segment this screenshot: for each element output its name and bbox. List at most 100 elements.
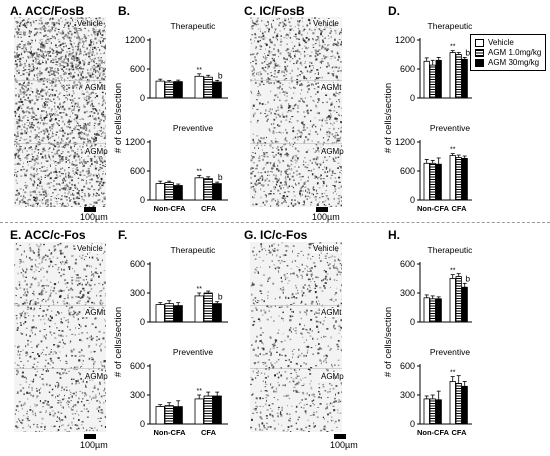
stained-cell	[31, 389, 33, 391]
stained-cell	[83, 123, 85, 125]
stained-cell	[103, 120, 105, 122]
stained-cell	[99, 49, 101, 51]
stained-cell	[16, 322, 18, 324]
stained-cell	[301, 277, 303, 280]
stained-cell	[67, 319, 69, 321]
stained-cell	[330, 56, 333, 57]
stained-cell	[33, 357, 36, 360]
stained-cell	[296, 49, 299, 52]
stained-cell	[36, 245, 38, 247]
stained-cell	[54, 145, 57, 148]
stained-cell	[44, 254, 47, 256]
stained-cell	[312, 46, 315, 48]
stained-cell	[90, 92, 92, 95]
stained-cell	[105, 293, 106, 295]
stained-cell	[44, 170, 47, 172]
stained-cell	[34, 412, 36, 415]
stained-cell	[286, 173, 289, 176]
stained-cell	[263, 37, 266, 39]
stained-cell	[316, 156, 319, 159]
stained-cell	[279, 92, 281, 94]
stained-cell	[93, 201, 96, 204]
stained-cell	[337, 42, 339, 44]
stained-cell	[16, 370, 18, 372]
stained-cell	[40, 340, 43, 343]
stained-cell	[49, 18, 51, 21]
stained-cell	[15, 102, 18, 105]
stained-cell	[318, 150, 320, 153]
stained-cell	[285, 359, 288, 361]
stained-cell	[85, 275, 88, 277]
stained-cell	[23, 364, 25, 366]
stained-cell	[78, 323, 79, 325]
stained-cell	[28, 147, 30, 149]
stained-cell	[261, 175, 263, 178]
stained-cell	[69, 68, 72, 70]
stained-cell	[335, 66, 338, 68]
stained-cell	[73, 76, 75, 78]
stained-cell	[47, 285, 50, 287]
stained-cell	[103, 79, 105, 81]
stained-cell	[284, 58, 286, 60]
stained-cell	[46, 183, 48, 185]
stained-cell	[72, 26, 74, 28]
stained-cell	[32, 78, 35, 80]
stained-cell	[68, 309, 70, 312]
stained-cell	[53, 70, 56, 73]
stained-cell	[55, 90, 58, 92]
stained-cell	[61, 424, 63, 427]
stained-cell	[20, 93, 22, 95]
stained-cell	[15, 315, 18, 317]
stained-cell	[32, 366, 35, 368]
stained-cell	[305, 151, 308, 153]
stained-cell	[30, 307, 32, 310]
stained-cell	[24, 132, 26, 134]
stained-cell	[300, 64, 303, 66]
stained-cell	[285, 137, 287, 139]
stained-cell	[87, 52, 90, 55]
stained-cell	[297, 67, 299, 70]
stained-cell	[299, 20, 301, 22]
stained-cell	[258, 157, 261, 159]
stained-cell	[18, 203, 20, 205]
stained-cell	[41, 88, 43, 91]
stained-cell	[37, 251, 39, 254]
stained-cell	[262, 347, 265, 349]
stained-cell	[324, 257, 327, 259]
stained-cell	[329, 278, 331, 281]
stained-cell	[332, 82, 334, 84]
stained-cell	[100, 361, 102, 363]
stained-cell	[78, 81, 80, 83]
stained-cell	[257, 171, 260, 174]
stained-cell	[17, 59, 19, 60]
stained-cell	[40, 162, 43, 164]
stained-cell	[341, 28, 342, 30]
stained-cell	[82, 398, 84, 400]
stained-cell	[71, 130, 74, 132]
stained-cell	[81, 392, 84, 394]
stained-cell	[68, 119, 70, 122]
stained-cell	[103, 382, 106, 384]
stained-cell	[328, 65, 330, 67]
stained-cell	[336, 140, 339, 142]
stained-cell	[58, 58, 60, 61]
stained-cell	[83, 159, 85, 161]
stained-cell	[44, 425, 46, 428]
stained-cell	[53, 71, 55, 74]
stained-cell	[278, 178, 280, 180]
stained-cell	[88, 56, 90, 58]
stained-cell	[327, 44, 329, 47]
stained-cell	[37, 121, 39, 124]
stained-cell	[19, 57, 22, 60]
stained-cell	[266, 120, 268, 122]
stained-cell	[90, 159, 93, 162]
stained-cell	[281, 349, 284, 351]
stained-cell	[71, 67, 73, 70]
stained-cell	[268, 110, 270, 112]
stained-cell	[28, 160, 31, 162]
stained-cell	[269, 144, 271, 146]
stained-cell	[285, 115, 288, 118]
stained-cell	[308, 84, 310, 87]
stained-cell	[61, 21, 63, 23]
stained-cell	[46, 42, 49, 44]
